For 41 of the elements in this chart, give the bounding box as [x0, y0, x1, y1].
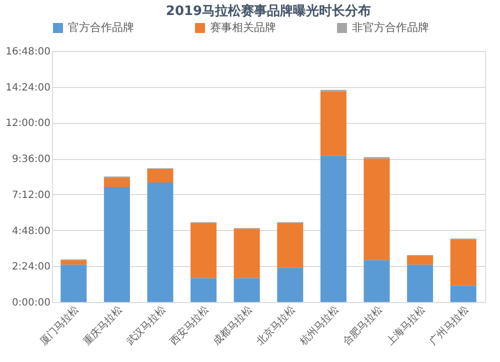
- bar: [234, 278, 260, 302]
- y-tick-label: 2:24:00: [12, 262, 50, 273]
- bar: [450, 286, 476, 302]
- bar: [450, 239, 476, 286]
- bar: [60, 264, 87, 302]
- y-tick-label: 7:12:00: [12, 190, 50, 201]
- y-tick-label: 16:48:00: [6, 46, 50, 58]
- x-tick-label: 广州马拉松: [427, 304, 472, 348]
- x-tick-label: 武汉马拉松: [124, 304, 168, 348]
- bar: [104, 186, 130, 302]
- y-tick-label: 12:00:00: [6, 118, 50, 130]
- bar: [407, 264, 434, 302]
- bar: [364, 158, 390, 260]
- bar: [277, 222, 304, 268]
- bar: [364, 260, 390, 302]
- bar: [320, 91, 346, 156]
- x-tick-label: 杭州马拉松: [296, 304, 342, 348]
- x-tick-label: 上海马拉松: [384, 304, 428, 348]
- legend-label: 官方合作品牌: [68, 21, 134, 34]
- y-tick-label: 9:36:00: [12, 154, 50, 166]
- bar: [190, 278, 217, 302]
- x-tick-label: 成都马拉松: [210, 304, 255, 348]
- bar: [234, 228, 260, 278]
- chart-title: 2019马拉松赛事品牌曝光时长分布: [166, 3, 372, 19]
- x-tick-label: 重庆马拉松: [80, 304, 125, 348]
- x-tick-label: 合肥马拉松: [340, 304, 385, 348]
- x-tick-label: 西安马拉松: [167, 304, 212, 348]
- bar: [407, 256, 434, 265]
- bar: [60, 260, 87, 265]
- bar: [147, 182, 174, 302]
- bar: [190, 222, 217, 278]
- legend-label: 非官方合作品牌: [352, 21, 429, 34]
- bar: [320, 156, 346, 302]
- bar: [147, 169, 174, 182]
- y-tick-label: 0:00:00: [12, 298, 50, 308]
- bar: [104, 178, 130, 187]
- legend-label: 赛事相关品牌: [210, 21, 276, 34]
- bar: [277, 268, 304, 302]
- y-tick-label: 4:48:00: [12, 226, 50, 237]
- y-tick-label: 14:24:00: [6, 82, 50, 94]
- x-tick-label: 北京马拉松: [254, 304, 298, 348]
